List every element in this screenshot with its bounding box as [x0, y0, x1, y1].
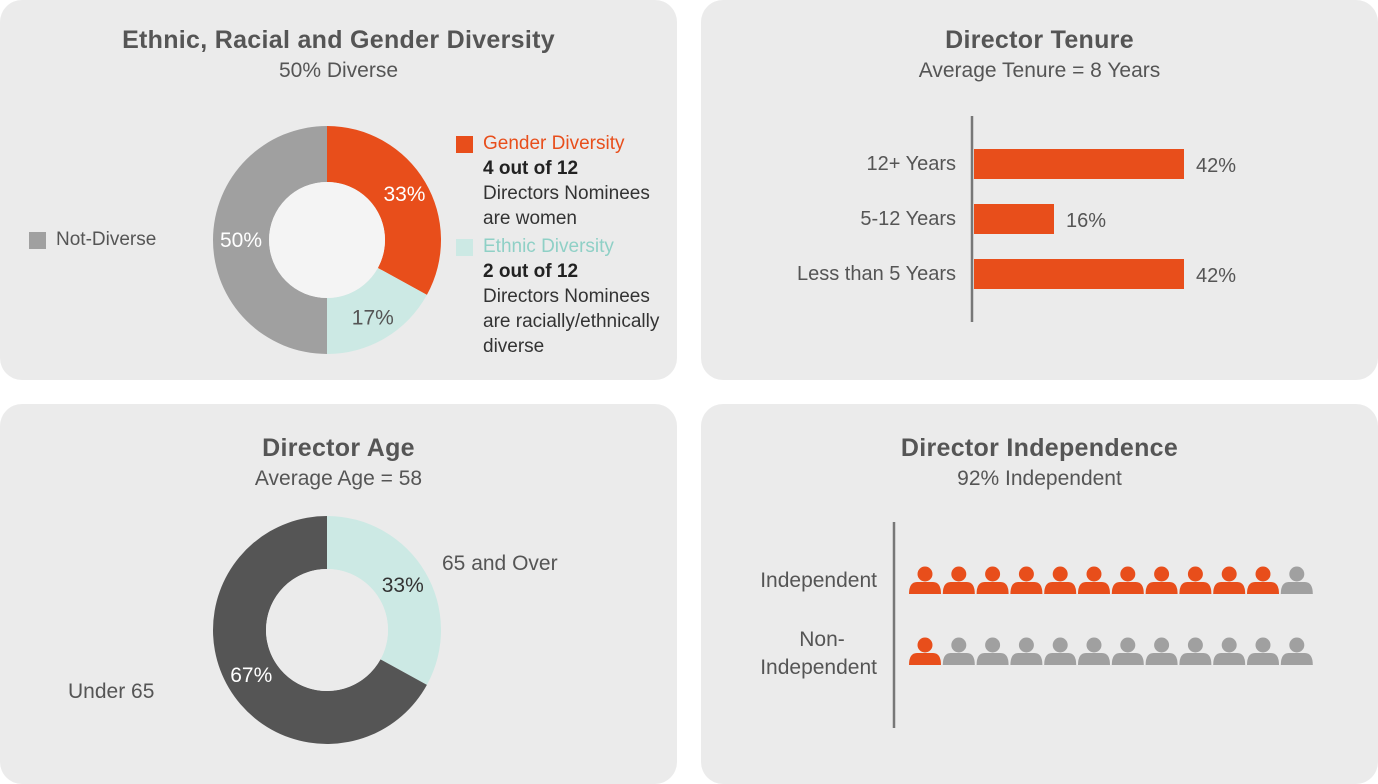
age-donut-chart: 33% 67%	[212, 516, 441, 744]
non-independent-person-icon	[1044, 637, 1077, 665]
non-independent-person-icon	[1111, 637, 1144, 665]
non-independent-person-icon	[942, 637, 975, 665]
tenure-bar	[974, 259, 1184, 289]
gender-slice	[327, 126, 441, 295]
diversity-donut-chart: 33% 17% 50%	[213, 126, 441, 354]
independent-person-icon	[1078, 566, 1110, 594]
diversity-panel: Ethnic, Racial and Gender Diversity 50% …	[0, 0, 677, 380]
independent-person-icon	[1179, 566, 1212, 594]
non-independent-person-icon	[1213, 637, 1246, 665]
ethnic-swatch	[456, 239, 473, 256]
ethnic-text-3: diverse	[483, 336, 545, 357]
independent-person-icon	[1280, 566, 1313, 594]
diversity-title: Ethnic, Racial and Gender Diversity	[122, 26, 555, 54]
ethnic-slice	[327, 267, 427, 354]
age-subtitle: Average Age = 58	[254, 467, 423, 490]
not-diverse-label: 50%	[220, 229, 262, 252]
tenure-category-label: 5-12 Years	[860, 208, 956, 230]
independent-person-icon	[1145, 566, 1178, 594]
donut-hole	[269, 182, 385, 298]
non-independent-person-icon	[1010, 637, 1043, 665]
independent-person-icon	[1044, 566, 1077, 594]
age-under-65-slice	[212, 516, 427, 744]
not-diverse-slice	[213, 126, 327, 354]
gender-text-2: are women	[483, 208, 577, 229]
non-independent-label-line2: Independent	[760, 656, 877, 679]
donut-hole	[266, 569, 388, 691]
gender-count: 4 out of 12	[483, 158, 579, 179]
tenure-bar	[974, 149, 1184, 179]
independent-person-icon	[976, 566, 1009, 594]
non-independent-person-icon	[1078, 637, 1110, 665]
tenure-bar	[974, 204, 1054, 234]
gender-swatch	[456, 136, 473, 153]
non-independent-person-icon	[909, 637, 941, 665]
ethnic-text-2: are racially/ethnically	[483, 311, 660, 332]
age-over-65-slice	[327, 516, 441, 685]
independence-pictogram	[892, 522, 1313, 728]
ethnic-label: 17%	[352, 306, 394, 329]
independent-person-icon	[909, 566, 941, 594]
tenure-title: Director Tenure	[945, 26, 1134, 54]
age-title: Director Age	[262, 434, 415, 462]
not-diverse-label: Not-Diverse	[56, 229, 157, 250]
independent-person-icon	[1111, 566, 1144, 594]
non-independent-label-line1: Non-	[799, 628, 845, 651]
independent-person-icon	[1213, 566, 1246, 594]
tenure-value-label: 42%	[1196, 155, 1236, 177]
non-independent-person-icon	[1280, 637, 1313, 665]
independent-person-icon	[942, 566, 975, 594]
not-diverse-swatch	[29, 232, 46, 249]
non-independent-person-icon	[1145, 637, 1178, 665]
age-under-65-label: 67%	[230, 664, 272, 687]
independent-person-icon	[1247, 566, 1279, 594]
tenure-bar-chart: 12+ Years 42% 5-12 Years 16% Less than 5 Yea…	[797, 116, 1236, 322]
non-independent-person-icon	[1179, 637, 1212, 665]
independent-person-icon	[1010, 566, 1043, 594]
tenure-category-label: Less than 5 Years	[797, 263, 956, 285]
non-independent-person-icon	[1247, 637, 1279, 665]
diversity-subtitle: 50% Diverse	[278, 59, 399, 82]
non-independent-label: Non- Independent	[701, 626, 877, 682]
tenure-value-label: 42%	[1196, 265, 1236, 287]
tenure-panel: Director Tenure Average Tenure = 8 Years…	[701, 0, 1378, 380]
independence-subtitle: 92% Independent	[957, 467, 1122, 490]
independent-label: Independent	[760, 569, 877, 592]
independence-panel: Director Independence 92% Independent In…	[701, 404, 1378, 784]
independence-title: Director Independence	[900, 434, 1179, 462]
ethnic-text-1: Directors Nominees	[483, 286, 650, 307]
ethnic-count: 2 out of 12	[483, 261, 579, 282]
gender-text-1: Directors Nominees	[483, 183, 650, 204]
age-panel: Director Age Average Age = 58 65 and Ove…	[0, 404, 677, 784]
gender-label: 33%	[383, 183, 425, 206]
tenure-subtitle: Average Tenure = 8 Years	[918, 59, 1161, 82]
age-over-65-label: 33%	[382, 574, 424, 597]
ethnic-legend-title: Ethnic Diversity	[483, 236, 614, 257]
age-over-label: 65 and Over	[442, 552, 558, 575]
age-under-label: Under 65	[68, 680, 155, 703]
non-independent-person-icon	[976, 637, 1009, 665]
tenure-category-label: 12+ Years	[866, 153, 956, 175]
tenure-value-label: 16%	[1066, 210, 1106, 232]
gender-legend-title: Gender Diversity	[483, 133, 625, 154]
